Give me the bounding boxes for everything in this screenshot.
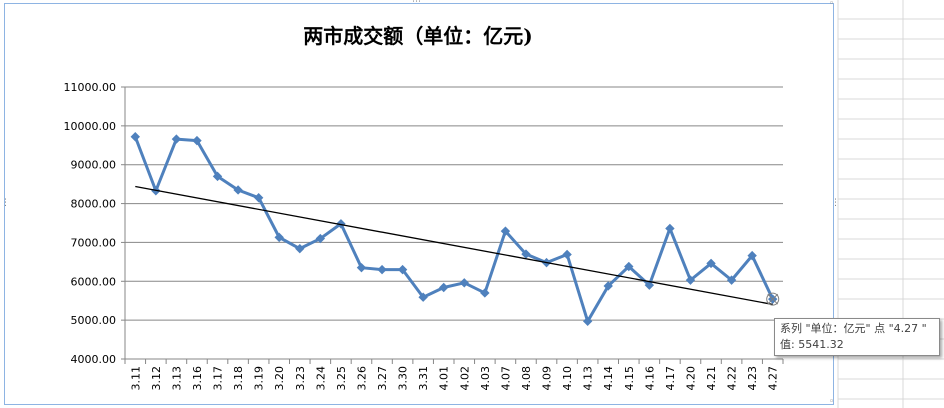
x-tick-label: 3.12 (150, 366, 163, 391)
x-tick-label: 3.18 (232, 366, 245, 391)
x-tick-label: 3.20 (273, 366, 286, 391)
x-tick-label: 4.08 (520, 366, 533, 391)
x-tick-label: 4.21 (705, 366, 718, 391)
x-tick-label: 4.10 (561, 366, 574, 391)
x-tick-label: 4.16 (643, 366, 656, 391)
data-point (130, 132, 140, 142)
data-point (459, 278, 469, 288)
data-point (295, 243, 305, 254)
y-tick-label: 7000.00 (71, 236, 117, 249)
x-tick-label: 3.27 (376, 366, 389, 391)
resize-handle-top[interactable]: ⋯ (412, 0, 421, 7)
x-tick-label: 3.25 (335, 366, 348, 391)
data-point (397, 264, 408, 275)
data-point (253, 193, 264, 203)
y-tick-label: 10000.00 (64, 120, 117, 133)
x-tick-label: 3.24 (314, 366, 327, 391)
selection-cross (767, 293, 779, 305)
data-point (212, 171, 223, 182)
x-tick-label: 3.23 (294, 366, 307, 391)
resize-handle-top-right[interactable]: ◦ (829, 0, 835, 9)
series-line (133, 136, 775, 323)
x-tick-label: 3.30 (397, 366, 410, 391)
resize-handle-bottom-right[interactable]: ◦ (829, 397, 835, 407)
x-tick-label: 3.31 (417, 366, 430, 391)
data-point (480, 288, 490, 298)
x-tick-label: 3.13 (170, 366, 183, 391)
x-tick-label: 4.22 (726, 366, 739, 391)
y-tick-label: 6000.00 (71, 275, 117, 288)
selection-ring (766, 292, 780, 306)
chart-title: 两市成交额（单位：亿元) (303, 24, 532, 48)
resize-handle-left[interactable]: ⋮ (1, 198, 10, 208)
x-tick-label: 4.01 (438, 366, 451, 391)
data-point (500, 226, 511, 236)
x-tick-label: 3.11 (129, 366, 142, 391)
data-point (582, 316, 593, 327)
data-point (665, 223, 675, 234)
y-tick-label: 9000.00 (71, 159, 117, 172)
data-point (171, 134, 182, 144)
data-point (644, 280, 655, 290)
x-tick-label: 4.14 (602, 366, 615, 391)
y-tick-label: 5000.00 (71, 314, 117, 327)
x-tick-label: 4.07 (499, 366, 512, 391)
data-point (562, 249, 572, 260)
data-point (624, 261, 634, 272)
data-point (726, 275, 737, 285)
tooltip-value-line: 值: 5541.32 (780, 338, 844, 351)
x-tick-label: 4.23 (746, 366, 759, 391)
x-tick-label: 4.09 (541, 366, 554, 391)
y-tick-label: 8000.00 (71, 198, 117, 211)
x-tick-label: 3.16 (191, 366, 204, 391)
x-tick-label: 4.17 (664, 366, 677, 391)
data-point (685, 275, 696, 285)
x-tick-label: 4.03 (479, 366, 492, 391)
x-tick-label: 4.02 (458, 366, 471, 391)
trendline (135, 185, 773, 306)
data-point (418, 292, 428, 302)
x-tick-label: 4.15 (623, 366, 636, 391)
tooltip-series-line: 系列 "单位：亿元" 点 "4.27 " (780, 322, 927, 335)
data-point-tooltip: 系列 "单位：亿元" 点 "4.27 " 值: 5541.32 (774, 318, 940, 356)
data-point (706, 258, 716, 269)
data-point (192, 135, 202, 146)
data-point (439, 282, 449, 293)
x-tick-label: 3.26 (355, 366, 368, 391)
data-point (747, 250, 757, 261)
data-point (233, 185, 243, 195)
x-tick-label: 4.20 (684, 366, 697, 391)
data-point (336, 219, 346, 229)
x-tick-label: 4.13 (582, 366, 595, 391)
x-tick-label: 3.19 (253, 366, 266, 391)
data-point (315, 233, 326, 244)
data-point (377, 264, 387, 275)
data-point (274, 232, 284, 243)
x-tick-label: 4.27 (767, 366, 780, 391)
y-tick-label: 4000.00 (71, 353, 117, 366)
data-point (521, 249, 531, 259)
y-tick-label: 11000.00 (64, 81, 117, 94)
data-point (356, 262, 367, 273)
resize-handle-right[interactable]: ⋮ (831, 198, 840, 208)
x-tick-label: 3.17 (212, 366, 225, 391)
data-point (603, 281, 613, 291)
